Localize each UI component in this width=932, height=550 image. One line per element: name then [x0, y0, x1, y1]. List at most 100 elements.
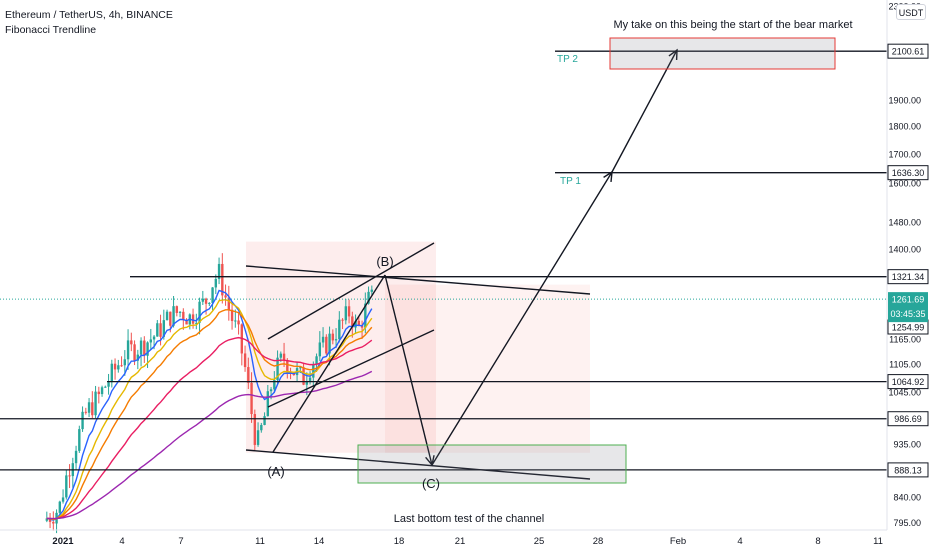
currency-button[interactable]: USDT: [896, 4, 926, 20]
price-tag-2100.61[interactable]: [887, 43, 929, 59]
candle-body: [45, 518, 49, 521]
candle-body: [273, 379, 276, 390]
candle-body: [91, 402, 94, 416]
candle-body: [357, 320, 361, 326]
wave-c-label: (C): [422, 476, 440, 491]
wave-a-to-b-line[interactable]: [272, 274, 386, 453]
candle-body: [123, 359, 127, 366]
tp2-target-box[interactable]: [609, 37, 836, 70]
candle-body: [364, 303, 367, 328]
price-tag-text: 1254.99: [892, 323, 925, 333]
price-axis[interactable]: 840.00 935.00 1045.00 1105.00 1165.00 1400.00…: [886, 0, 929, 530]
ma-yellow-line: [46, 298, 373, 521]
candle-body: [253, 414, 257, 445]
price-tag-1321.34[interactable]: [887, 269, 929, 285]
ma-red-line: [46, 336, 373, 520]
rising-channel-lower[interactable]: [267, 329, 435, 408]
time-tick-label: 25: [534, 536, 545, 547]
price-tag-888.13[interactable]: [887, 462, 929, 478]
price-tag-text: 1064.92: [892, 377, 925, 387]
candle-body: [126, 340, 130, 360]
candle-body: [204, 298, 208, 304]
candle-body: [234, 320, 237, 322]
candle-body: [169, 311, 172, 326]
candle-body: [351, 316, 354, 328]
candle-body: [65, 475, 68, 498]
wave-c-to-tp1-arrow[interactable]: [431, 171, 613, 466]
candle-body: [149, 339, 153, 343]
plot-area[interactable]: My take on this being the start of the b…: [0, 19, 887, 534]
candle-body: [276, 357, 279, 380]
time-tick-label: 4: [119, 536, 124, 547]
candle-body: [266, 391, 270, 417]
candle-body: [68, 475, 71, 477]
candle-body: [198, 301, 201, 323]
candle-body: [172, 306, 175, 326]
price-tag-text: 1321.34: [892, 272, 925, 282]
time-axis[interactable]: 2021 4 7 11 14 18 21 25 28 Feb 4 8 11: [0, 529, 887, 547]
wave-b-to-c-line[interactable]: [384, 274, 433, 466]
time-tick-label: 28: [593, 536, 604, 547]
candle-body: [211, 287, 214, 303]
support-zone-box[interactable]: [357, 444, 627, 484]
time-tick-label: 7: [178, 536, 183, 547]
candle-body: [156, 323, 159, 337]
candle-body: [338, 319, 341, 340]
candle-body: [201, 298, 205, 302]
price-tag-text: 2100.61: [892, 47, 925, 57]
candle-body: [269, 389, 273, 392]
candle-body: [143, 340, 146, 356]
candle-body: [256, 430, 260, 445]
candle-body: [230, 309, 234, 322]
candle-body: [133, 344, 136, 361]
candle-body: [113, 363, 117, 370]
time-tick-label: 11: [873, 536, 883, 547]
candle-body: [146, 342, 149, 356]
candle-body: [221, 263, 224, 296]
price-tick-label: 1800.00: [888, 122, 921, 132]
indicator-label[interactable]: Fibonacci Trendline: [5, 24, 97, 36]
current-price-text: 1261.69: [892, 295, 925, 305]
candle-body: [344, 306, 348, 321]
candle-body: [74, 450, 78, 464]
tp1-label: TP 1: [560, 176, 581, 187]
candle-body: [175, 306, 179, 313]
wave-tp1-to-tp2-arrow[interactable]: [611, 49, 678, 173]
candle-body: [282, 353, 286, 361]
channel-bottom-line[interactable]: [245, 449, 591, 480]
channel-top-line[interactable]: [245, 265, 591, 295]
current-price-tag[interactable]: [888, 292, 928, 323]
candle-body: [308, 377, 312, 382]
candle-body: [305, 381, 309, 385]
rising-channel-upper[interactable]: [267, 242, 435, 340]
candle-body: [185, 320, 188, 325]
price-tick-label: 1600.00: [888, 179, 921, 189]
price-tag-text: 1636.30: [892, 168, 925, 178]
wave-a-label: (A): [267, 464, 284, 479]
candle-body: [182, 311, 185, 321]
time-tick-label: 8: [815, 536, 820, 547]
candle-body: [370, 289, 374, 292]
price-tag-1064.92[interactable]: [887, 374, 929, 390]
candle-body: [331, 333, 335, 341]
candle-body: [260, 424, 263, 431]
candle-body: [328, 333, 331, 354]
candle-body: [191, 314, 195, 324]
symbol-title[interactable]: Ethereum / TetherUS, 4h, BINANCE: [5, 9, 173, 21]
time-tick-label: 2021: [52, 536, 74, 547]
arrowhead-tp1: [603, 170, 613, 183]
price-tag-986.69[interactable]: [887, 411, 929, 427]
candle-body: [243, 353, 247, 368]
candle-body: [224, 295, 227, 298]
price-tick-label: 1480.00: [888, 218, 921, 228]
price-tick-label: 1700.00: [888, 150, 921, 160]
time-tick-label: 4: [737, 536, 742, 547]
candle-body: [139, 340, 143, 355]
ma-orange-line: [46, 309, 373, 520]
candle-body: [97, 391, 101, 395]
candle-body: [104, 386, 107, 388]
candle-body: [130, 340, 133, 345]
price-tag-1636.30[interactable]: [887, 165, 929, 181]
